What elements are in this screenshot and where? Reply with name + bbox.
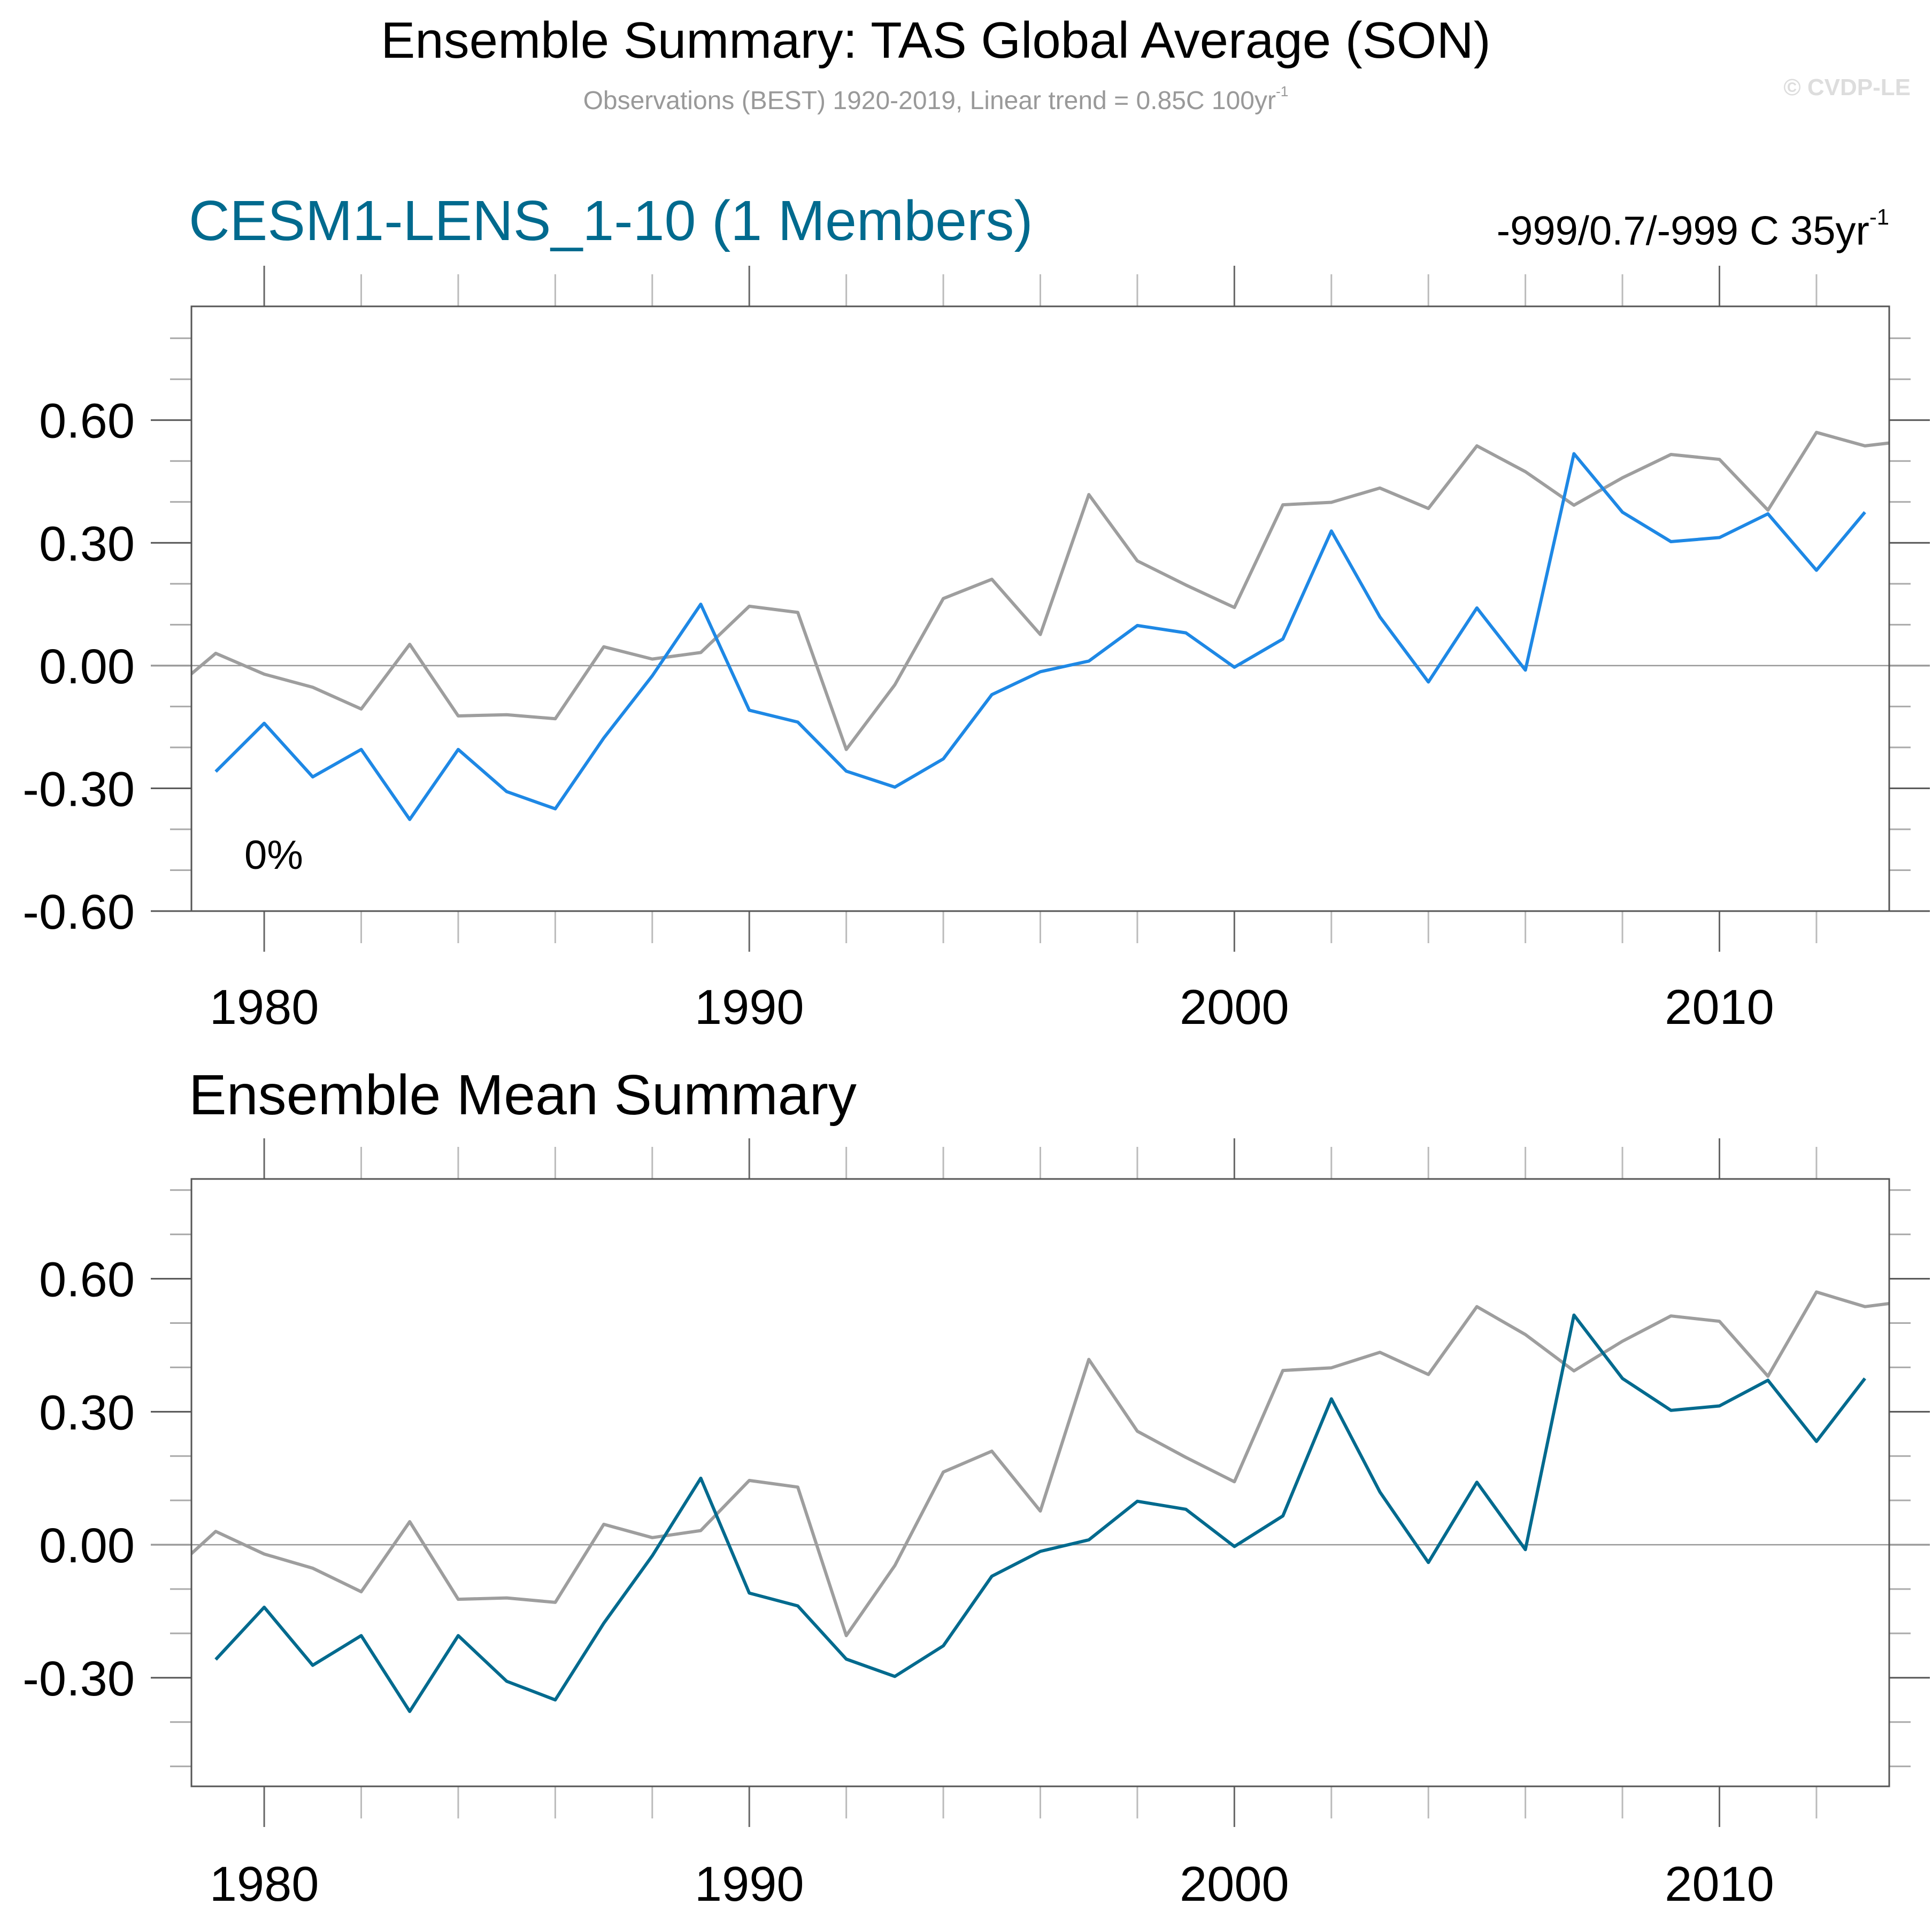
subtitle: Observations (BEST) 1920-2019, Linear tr… xyxy=(0,84,1872,114)
subtitle-text: Observations (BEST) 1920-2019, Linear tr… xyxy=(583,86,1276,115)
x-tick-label: 2010 xyxy=(1665,980,1774,1035)
plot-frame xyxy=(190,1178,1890,1787)
x-tick-label: 1990 xyxy=(695,980,804,1035)
y-tick-label: 0.00 xyxy=(39,1518,135,1573)
chart-ensemble-mean: -0.30 0.00 0.30 0.60 1980 1990 2000 2010 xyxy=(22,1138,1930,1911)
series-line-member xyxy=(214,452,1866,821)
y-tick-label: 0.00 xyxy=(39,639,135,694)
y-tick-label: 0.30 xyxy=(39,1385,135,1440)
trend-label: -999/0.7/-999 C 35yr-1 xyxy=(1497,206,1889,252)
y-tick-label: 0.60 xyxy=(39,394,135,449)
trend-label-text: -999/0.7/-999 C 35yr xyxy=(1496,208,1869,254)
y-tick-label: -0.30 xyxy=(22,762,135,816)
main-title: Ensemble Summary: TAS Global Average (SO… xyxy=(381,12,1491,69)
y-tick-label: -0.60 xyxy=(22,885,135,939)
x-tick-label: 2000 xyxy=(1180,980,1289,1035)
x-tick-label: 2010 xyxy=(1665,1857,1774,1911)
series-line-observations xyxy=(191,1290,1889,1638)
x-tick-label: 1980 xyxy=(210,1857,319,1911)
trend-label-superscript: -1 xyxy=(1869,204,1889,229)
x-tick-label: 2000 xyxy=(1180,1857,1289,1911)
panel-title-members: CESM1-LENS_1-10 (1 Members) xyxy=(189,189,1033,252)
x-tick-label: 1980 xyxy=(210,980,319,1035)
plot-frame xyxy=(190,305,1890,912)
x-tick-label: 1990 xyxy=(695,1857,804,1911)
series-line-observations xyxy=(191,430,1889,751)
panel-title-ensemble-mean: Ensemble Mean Summary xyxy=(189,1063,857,1127)
y-tick-label: -0.30 xyxy=(22,1652,135,1706)
y-tick-label: 0.30 xyxy=(39,516,135,571)
y-tick-label: 0.60 xyxy=(39,1253,135,1307)
chart-members: -0.60 -0.30 0.00 0.30 0.60 1980 1990 2000 2010 0% xyxy=(22,266,1930,1035)
series-line-ensemble-mean xyxy=(214,1313,1866,1713)
subtitle-superscript: -1 xyxy=(1275,83,1289,99)
percent-annotation: 0% xyxy=(244,832,303,878)
watermark: © CVDP-LE xyxy=(1783,74,1911,101)
